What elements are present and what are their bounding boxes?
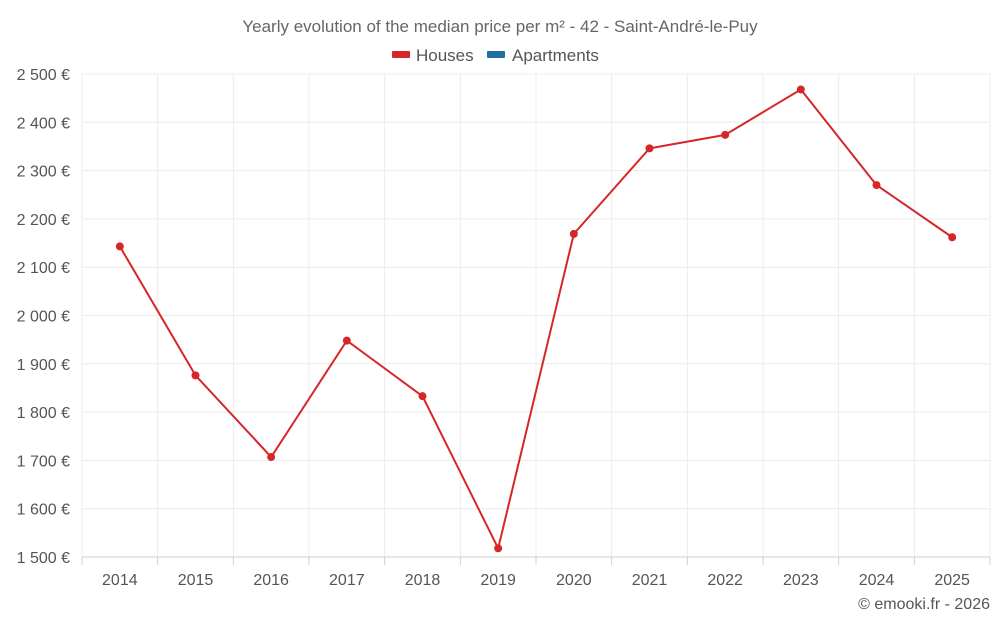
y-tick-label: 1 900 €: [17, 357, 70, 374]
data-point-houses-2024[interactable]: [872, 181, 881, 190]
data-point-houses-2020[interactable]: [569, 229, 578, 238]
data-point-houses-2015[interactable]: [191, 371, 200, 380]
x-tick-label: 2019: [480, 572, 516, 589]
x-tick-label: 2021: [632, 572, 668, 589]
legend-label-apartments: Apartments: [512, 46, 599, 65]
data-point-houses-2022[interactable]: [721, 130, 730, 139]
y-tick-label: 2 300 €: [17, 164, 70, 181]
data-point-houses-2018[interactable]: [418, 392, 427, 401]
legend: Houses Apartments: [392, 46, 599, 65]
data-point-houses-2025[interactable]: [948, 233, 957, 242]
data-point-houses-2023[interactable]: [796, 85, 805, 94]
x-tick-label: 2020: [556, 572, 592, 589]
y-tick-label: 2 400 €: [17, 115, 70, 132]
x-tick-label: 2022: [707, 572, 743, 589]
x-tick-label: 2025: [934, 572, 970, 589]
data-point-houses-2017[interactable]: [342, 336, 351, 345]
chart-title: Yearly evolution of the median price per…: [242, 17, 758, 36]
y-axis-ticks: 1 500 € 1 600 € 1 700 € 1 800 € 1 900 € 2 000…: [17, 67, 70, 567]
series-houses: [115, 85, 957, 553]
legend-item-houses[interactable]: Houses: [392, 46, 474, 65]
x-axis-ticks: 2014 2015 2016 2017 2018 2019 2020 2021 2022 2023…: [102, 572, 970, 589]
y-tick-label: 2 200 €: [17, 212, 70, 229]
legend-swatch-apartments: [487, 51, 505, 58]
legend-swatch-houses: [392, 51, 410, 58]
series-line-houses: [118, 88, 953, 550]
y-tick-label: 1 600 €: [17, 502, 70, 519]
x-tick-label: 2024: [859, 572, 895, 589]
x-tick-label: 2016: [253, 572, 289, 589]
data-point-houses-2014[interactable]: [115, 242, 124, 251]
x-tick-label: 2014: [102, 572, 138, 589]
y-tick-label: 2 500 €: [17, 67, 70, 84]
x-tick-label: 2018: [405, 572, 441, 589]
y-tick-label: 1 500 €: [17, 550, 70, 567]
data-point-houses-2019[interactable]: [494, 544, 503, 553]
y-tick-label: 1 800 €: [17, 405, 70, 422]
y-tick-label: 2 100 €: [17, 260, 70, 277]
y-tick-label: 1 700 €: [17, 453, 70, 470]
data-point-houses-2021[interactable]: [645, 144, 654, 153]
legend-label-houses: Houses: [416, 46, 474, 65]
y-tick-label: 2 000 €: [17, 309, 70, 326]
x-gridlines: [81, 74, 991, 565]
legend-item-apartments[interactable]: Apartments: [487, 46, 599, 65]
x-tick-label: 2015: [178, 572, 214, 589]
x-tick-label: 2017: [329, 572, 365, 589]
data-point-houses-2016[interactable]: [267, 453, 276, 462]
x-tick-label: 2023: [783, 572, 819, 589]
credit-text: © emooki.fr - 2026: [858, 596, 990, 613]
